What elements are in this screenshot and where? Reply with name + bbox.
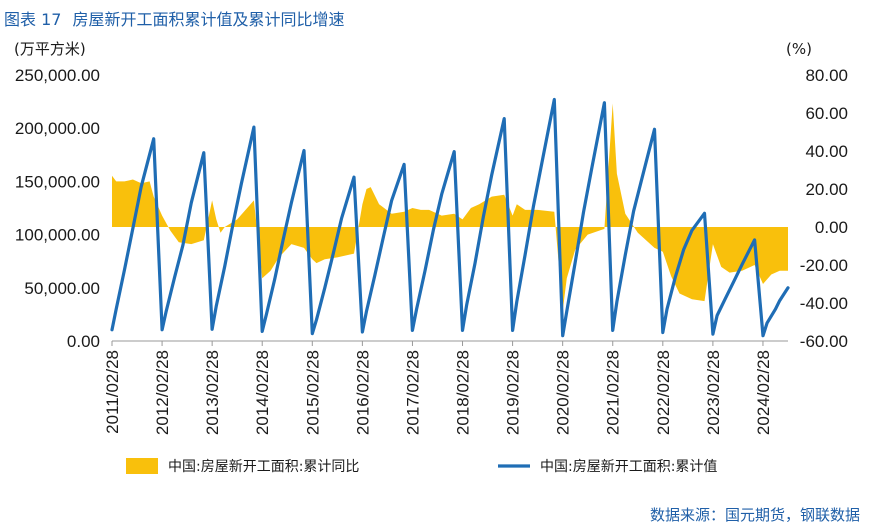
axis-layer bbox=[111, 340, 788, 346]
x-axis-tick-label: 2011/02/28 bbox=[103, 350, 122, 434]
figure-label: 图表 17 bbox=[4, 10, 62, 29]
x-axis-tick-label: 2019/02/28 bbox=[504, 350, 523, 435]
growth-area-series bbox=[112, 103, 788, 311]
right-axis-tick-label: 0.00 bbox=[815, 218, 848, 237]
chart-title: 图表 17 房屋新开工面积累计值及累计同比增速 bbox=[4, 6, 345, 30]
x-axis-tick-label: 2021/02/28 bbox=[604, 350, 623, 435]
data-source: 数据来源：国元期货，钢联数据 bbox=[649, 506, 860, 524]
x-axis-tick-label: 2012/02/28 bbox=[153, 350, 172, 435]
x-axis-tick-label: 2016/02/28 bbox=[353, 350, 372, 435]
x-axis-tick-label: 2024/02/28 bbox=[754, 350, 773, 435]
legend-area-swatch bbox=[126, 458, 158, 474]
right-axis-tick-label: 40.00 bbox=[805, 142, 848, 161]
right-axis-tick-label: 60.00 bbox=[805, 104, 848, 123]
right-axis-tick-label: -60.00 bbox=[800, 332, 848, 351]
x-axis-tick-label: 2018/02/28 bbox=[454, 350, 473, 435]
growth-area-layer bbox=[112, 103, 788, 311]
right-axis-tick-label: -40.00 bbox=[800, 294, 848, 313]
x-axis-tick-label: 2023/02/28 bbox=[704, 350, 723, 435]
legend-line-label: 中国:房屋新开工面积:累计值 bbox=[540, 459, 717, 475]
combo-chart: 0.00 50,000.00 100,000.00 150,000.00 200,000… bbox=[14, 40, 848, 475]
x-axis-tick-label: 2020/02/28 bbox=[554, 350, 573, 435]
left-axis-tick-label: 250,000.00 bbox=[15, 66, 100, 85]
x-axis-tick-label: 2013/02/28 bbox=[203, 350, 222, 435]
right-axis-tick-label: 80.00 bbox=[805, 66, 848, 85]
x-axis-tick-label: 2022/02/28 bbox=[654, 350, 673, 435]
cumulative-line-layer bbox=[110, 97, 790, 338]
right-axis-tick-label: 20.00 bbox=[805, 180, 848, 199]
right-axis-tick-label: -20.00 bbox=[800, 256, 848, 275]
left-axis-unit: (万平方米) bbox=[14, 40, 86, 58]
x-axis-tick-label: 2017/02/28 bbox=[403, 350, 422, 435]
left-axis-tick-label: 50,000.00 bbox=[24, 279, 100, 298]
left-axis-tick-label: 150,000.00 bbox=[15, 172, 100, 191]
tick-label-layer: 0.00 50,000.00 100,000.00 150,000.00 200,000… bbox=[14, 40, 848, 435]
left-axis-tick-label: 0.00 bbox=[67, 332, 100, 351]
right-axis-unit: (%) bbox=[786, 40, 812, 58]
x-axis-tick-label: 2015/02/28 bbox=[303, 350, 322, 435]
left-axis-tick-label: 200,000.00 bbox=[15, 119, 100, 138]
figure-title: 房屋新开工面积累计值及累计同比增速 bbox=[72, 10, 345, 29]
x-axis-tick-label: 2014/02/28 bbox=[253, 350, 272, 435]
legend: 中国:房屋新开工面积:累计同比 中国:房屋新开工面积:累计值 bbox=[126, 458, 717, 475]
cumulative-value-line bbox=[110, 97, 790, 338]
left-axis-tick-label: 100,000.00 bbox=[15, 226, 100, 245]
legend-area-label: 中国:房屋新开工面积:累计同比 bbox=[168, 459, 359, 475]
